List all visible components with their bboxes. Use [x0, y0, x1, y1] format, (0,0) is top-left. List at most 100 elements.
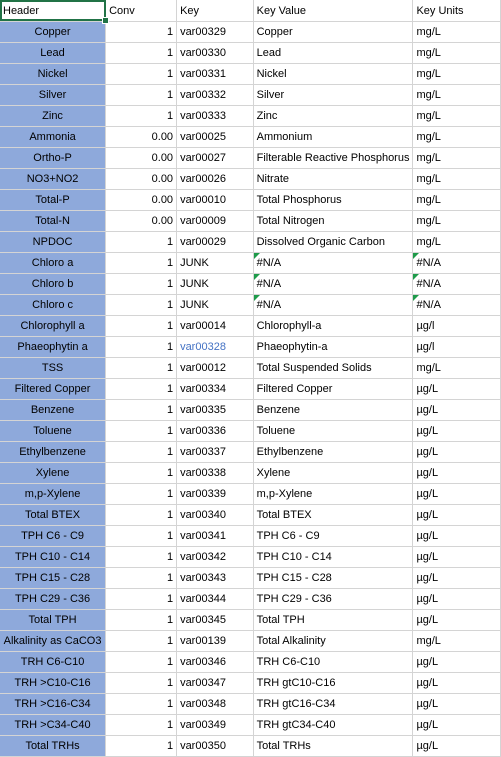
- cell-header[interactable]: Alkalinity as CaCO3: [0, 630, 107, 652]
- cell-conv[interactable]: 1: [105, 42, 178, 64]
- cell-key[interactable]: var00334: [176, 378, 254, 400]
- cell-header[interactable]: Filtered Copper: [0, 378, 107, 400]
- cell-conv[interactable]: 1: [105, 567, 178, 589]
- cell-header[interactable]: TRH >C34-C40: [0, 714, 107, 736]
- cell-key-value[interactable]: Toluene: [253, 420, 414, 442]
- cell-key-value[interactable]: TRH gtC34-C40: [253, 714, 414, 736]
- cell-key[interactable]: var00338: [176, 462, 254, 484]
- cell-conv[interactable]: 1: [105, 588, 178, 610]
- cell-key-units[interactable]: µg/L: [412, 735, 501, 757]
- cell-header[interactable]: Zinc: [0, 105, 107, 127]
- cell-conv[interactable]: 1: [105, 735, 178, 757]
- cell-header[interactable]: Chloro b: [0, 273, 107, 295]
- cell-key-units[interactable]: mg/L: [412, 42, 501, 64]
- cell-key-units[interactable]: µg/L: [412, 525, 501, 547]
- column-header-key[interactable]: Key: [176, 0, 254, 22]
- cell-key[interactable]: var00330: [176, 42, 254, 64]
- cell-conv[interactable]: 1: [105, 252, 178, 274]
- cell-header[interactable]: Chloro a: [0, 252, 107, 274]
- cell-conv[interactable]: 1: [105, 651, 178, 673]
- cell-key[interactable]: var00340: [176, 504, 254, 526]
- cell-key-units[interactable]: mg/L: [412, 231, 501, 253]
- cell-header[interactable]: Lead: [0, 42, 107, 64]
- cell-key-value[interactable]: m,p-Xylene: [253, 483, 414, 505]
- cell-conv[interactable]: 1: [105, 231, 178, 253]
- cell-key-units[interactable]: #N/A: [412, 273, 501, 295]
- cell-conv[interactable]: 1: [105, 525, 178, 547]
- cell-conv[interactable]: 1: [105, 462, 178, 484]
- cell-key[interactable]: var00335: [176, 399, 254, 421]
- column-header-header[interactable]: Header: [0, 0, 107, 22]
- cell-key-units[interactable]: µg/l: [412, 315, 501, 337]
- cell-key[interactable]: var00341: [176, 525, 254, 547]
- cell-key[interactable]: var00026: [176, 168, 254, 190]
- cell-key-value[interactable]: TPH C15 - C28: [253, 567, 414, 589]
- cell-key-value[interactable]: Ethylbenzene: [253, 441, 414, 463]
- cell-key[interactable]: var00350: [176, 735, 254, 757]
- cell-conv[interactable]: 1: [105, 399, 178, 421]
- cell-key-units[interactable]: mg/L: [412, 210, 501, 232]
- cell-conv[interactable]: 1: [105, 546, 178, 568]
- cell-header[interactable]: Benzene: [0, 399, 107, 421]
- cell-key[interactable]: var00347: [176, 672, 254, 694]
- cell-key[interactable]: var00009: [176, 210, 254, 232]
- cell-header[interactable]: Ortho-P: [0, 147, 107, 169]
- cell-conv[interactable]: 1: [105, 483, 178, 505]
- cell-key-units[interactable]: mg/L: [412, 189, 501, 211]
- column-header-conv[interactable]: Conv: [105, 0, 178, 22]
- cell-key[interactable]: var00331: [176, 63, 254, 85]
- cell-key-units[interactable]: µg/L: [412, 588, 501, 610]
- cell-key-value[interactable]: Total TRHs: [253, 735, 414, 757]
- cell-key[interactable]: var00349: [176, 714, 254, 736]
- cell-header[interactable]: Toluene: [0, 420, 107, 442]
- cell-key-value[interactable]: Zinc: [253, 105, 414, 127]
- cell-key-value[interactable]: Phaeophytin-a: [253, 336, 414, 358]
- cell-header[interactable]: Ethylbenzene: [0, 441, 107, 463]
- cell-header[interactable]: Copper: [0, 21, 107, 43]
- cell-key-units[interactable]: mg/L: [412, 126, 501, 148]
- cell-key-value[interactable]: #N/A: [253, 252, 414, 274]
- cell-key-value[interactable]: Benzene: [253, 399, 414, 421]
- cell-key-units[interactable]: µg/l: [412, 336, 501, 358]
- cell-key-units[interactable]: µg/L: [412, 609, 501, 631]
- cell-key-units[interactable]: µg/L: [412, 651, 501, 673]
- cell-key-units[interactable]: #N/A: [412, 252, 501, 274]
- cell-key-value[interactable]: Total Suspended Solids: [253, 357, 414, 379]
- cell-header[interactable]: TRH C6-C10: [0, 651, 107, 673]
- cell-header[interactable]: Chloro c: [0, 294, 107, 316]
- cell-key-units[interactable]: mg/L: [412, 105, 501, 127]
- cell-key-value[interactable]: Silver: [253, 84, 414, 106]
- cell-conv[interactable]: 1: [105, 609, 178, 631]
- fill-handle[interactable]: [102, 17, 109, 24]
- cell-key-units[interactable]: µg/L: [412, 399, 501, 421]
- cell-header[interactable]: Chlorophyll a: [0, 315, 107, 337]
- cell-key[interactable]: var00328: [176, 336, 254, 358]
- cell-conv[interactable]: 1: [105, 693, 178, 715]
- column-header-key-units[interactable]: Key Units: [412, 0, 501, 22]
- cell-key-value[interactable]: Filterable Reactive Phosphorus: [253, 147, 414, 169]
- cell-key[interactable]: var00025: [176, 126, 254, 148]
- cell-key[interactable]: var00343: [176, 567, 254, 589]
- cell-key-units[interactable]: mg/L: [412, 630, 501, 652]
- cell-key-value[interactable]: Copper: [253, 21, 414, 43]
- cell-key[interactable]: var00012: [176, 357, 254, 379]
- cell-key-value[interactable]: Total Phosphorus: [253, 189, 414, 211]
- cell-key-units[interactable]: µg/L: [412, 546, 501, 568]
- cell-key-value[interactable]: Nitrate: [253, 168, 414, 190]
- cell-conv[interactable]: 0.00: [105, 168, 178, 190]
- cell-key[interactable]: var00027: [176, 147, 254, 169]
- cell-conv[interactable]: 1: [105, 336, 178, 358]
- cell-conv[interactable]: 0.00: [105, 189, 178, 211]
- cell-key[interactable]: var00029: [176, 231, 254, 253]
- cell-key-value[interactable]: #N/A: [253, 294, 414, 316]
- cell-conv[interactable]: 1: [105, 273, 178, 295]
- cell-key-value[interactable]: Ammonium: [253, 126, 414, 148]
- cell-header[interactable]: Total BTEX: [0, 504, 107, 526]
- cell-key-value[interactable]: Filtered Copper: [253, 378, 414, 400]
- cell-header[interactable]: TPH C29 - C36: [0, 588, 107, 610]
- cell-conv[interactable]: 1: [105, 105, 178, 127]
- cell-key[interactable]: var00332: [176, 84, 254, 106]
- cell-key-value[interactable]: Xylene: [253, 462, 414, 484]
- cell-conv[interactable]: 1: [105, 84, 178, 106]
- cell-header[interactable]: Total-P: [0, 189, 107, 211]
